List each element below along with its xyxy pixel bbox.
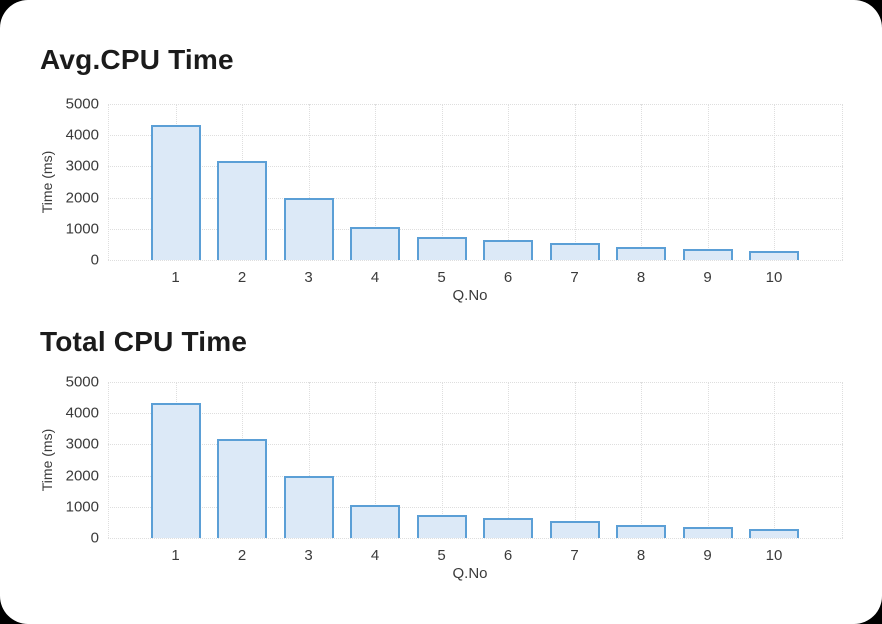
y-tick-label-1000: 1000 [65,220,99,238]
h-gridline-0 [108,538,843,539]
h-gridline-4000 [108,135,843,137]
y-tick-label-2000: 2000 [65,467,99,485]
v-gridline-3 [308,104,310,260]
x-tick-label-6: 6 [503,547,513,564]
v-gridline-7 [574,382,576,538]
avg-cpu-time-y-axis-label: Time (ms) [39,150,55,214]
x-tick-label-5: 5 [437,269,446,286]
bar-q8 [616,247,666,260]
v-gridline-5 [441,104,443,260]
h-gridline-3000 [108,444,843,446]
v-gridline-6 [508,104,509,260]
x-tick-label-5: 5 [437,547,446,564]
x-tick-label-1: 1 [171,269,180,286]
x-tick-label-4: 4 [370,547,380,564]
x-tick-label-10: 10 [765,269,783,286]
bar-q8 [616,525,666,538]
bar-q5 [416,514,467,538]
x-tick-label-10: 10 [765,547,783,564]
v-gridline-8 [641,382,642,538]
avg-cpu-time-x-axis-label: Q.No [452,287,488,304]
bar-q4 [350,227,400,260]
y-tick-label-4000: 4000 [65,404,99,422]
bar-q7 [549,521,600,538]
h-gridline-4000 [108,413,843,415]
bar-q9 [682,527,733,538]
v-gridline-9 [707,104,709,260]
bar-q2 [217,438,267,538]
y-tick-label-5000: 5000 [65,95,99,113]
x-tick-label-2: 2 [237,547,247,564]
x-tick-label-3: 3 [304,547,313,564]
total-cpu-time-chart-title: Total CPU Time [40,326,248,357]
h-gridline-5000 [108,104,843,105]
x-tick-label-9: 9 [703,269,712,286]
total-cpu-time-x-axis-label: Q.No [452,565,488,582]
bar-q1 [150,402,201,538]
x-tick-label-8: 8 [636,547,646,564]
bar-q10 [749,528,799,538]
bar-q5 [416,236,467,260]
x-tick-label-1: 1 [171,547,180,564]
bar-q1 [150,124,201,260]
y-tick-label-5000: 5000 [65,373,99,391]
total-cpu-time-y-axis-label: Time (ms) [39,428,55,492]
bar-q4 [350,505,400,538]
h-gridline-5000 [108,382,843,383]
total-cpu-time-plot-area: 0 1000 2000 3000 4000 5000 1 2 3 4 5 6 7 8 9 10 [66,374,843,564]
x-tick-label-8: 8 [636,269,646,286]
bar-q6 [483,240,533,260]
avg-cpu-time-plot-area: 0 1000 2000 3000 4000 5000 1 2 3 4 5 6 7 8 9 10 [66,96,843,286]
h-gridline-3000 [108,166,843,168]
v-gridline-5 [441,382,443,538]
x-tick-label-4: 4 [370,269,380,286]
x-tick-label-9: 9 [703,547,712,564]
h-gridline-1000 [108,506,843,508]
v-gridline-8 [641,104,642,260]
y-tick-label-3000: 3000 [65,157,99,175]
v-gridline-4 [375,382,376,538]
h-gridline-1000 [108,228,843,230]
y-tick-label-4000: 4000 [65,126,99,144]
y-tick-label-3000: 3000 [65,435,99,453]
x-tick-label-2: 2 [237,269,247,286]
bar-q10 [749,250,799,260]
x-tick-label-3: 3 [304,269,313,286]
bar-q2 [217,160,267,260]
x-tick-label-7: 7 [570,547,579,564]
v-gridline-9 [707,382,709,538]
bar-q9 [682,249,733,260]
plot-left-edge-gridline [108,104,109,260]
h-gridline-2000 [108,197,843,199]
y-tick-label-0: 0 [90,251,99,269]
v-gridline-4 [375,104,376,260]
bar-q3 [283,475,334,538]
bar-q7 [549,243,600,260]
v-gridline-10 [774,382,775,538]
y-tick-label-2000: 2000 [65,189,99,207]
bar-q6 [483,518,533,538]
v-gridline-7 [574,104,576,260]
v-gridline-10 [774,104,775,260]
x-tick-label-7: 7 [570,269,579,286]
plot-right-edge-gridline [842,104,843,260]
h-gridline-2000 [108,475,843,477]
v-gridline-3 [308,382,310,538]
plot-left-edge-gridline [108,382,109,538]
x-tick-label-6: 6 [503,269,513,286]
v-gridline-6 [508,382,509,538]
avg-cpu-time-chart-title: Avg.CPU Time [40,44,234,75]
y-tick-label-0: 0 [90,529,99,547]
y-tick-label-1000: 1000 [65,498,99,516]
plot-right-edge-gridline [842,382,843,538]
h-gridline-0 [108,260,843,261]
bar-q3 [283,197,334,260]
